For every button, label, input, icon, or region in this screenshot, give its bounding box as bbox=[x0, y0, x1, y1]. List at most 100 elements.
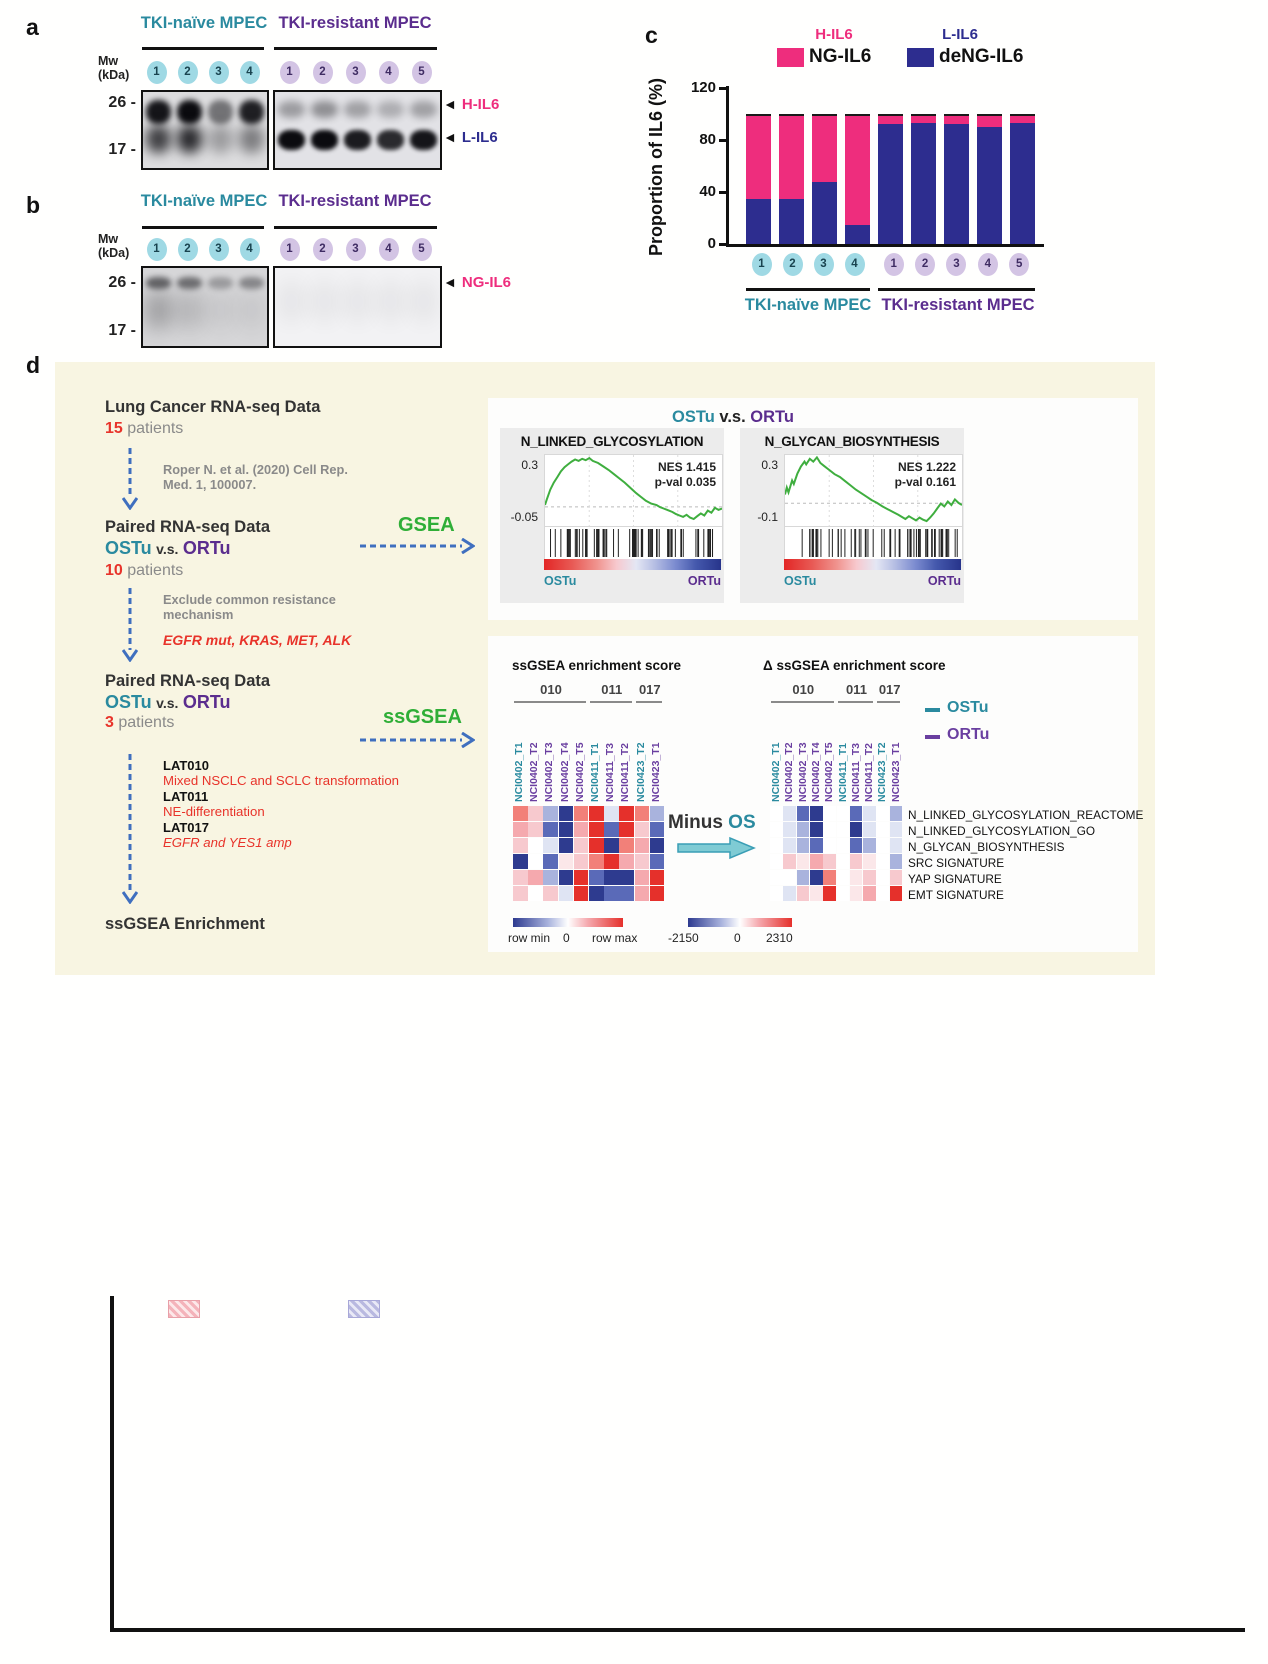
arrowhead-icon: ◄ bbox=[443, 96, 457, 112]
gsea-barcode bbox=[784, 526, 963, 560]
gsea-y-top-label: 0.3 bbox=[521, 458, 538, 472]
heatmap-column-label: NCI0402_T3 bbox=[543, 742, 556, 802]
band-annotation-l-il6: ◄ L-IL6 bbox=[443, 129, 498, 146]
legend-swatch-deng-il6 bbox=[907, 48, 934, 67]
scale-zero: 0 bbox=[734, 931, 741, 945]
heatmap-cell bbox=[770, 822, 783, 838]
lane-circle: 3 bbox=[946, 252, 967, 276]
c-y-tick-label: 80 bbox=[699, 131, 716, 148]
blot-band bbox=[311, 279, 338, 323]
bar-ng-il6 bbox=[878, 114, 903, 125]
heatmap-group-underline bbox=[514, 701, 586, 703]
heatmap-cell bbox=[823, 886, 836, 902]
scale-min-value: -2150 bbox=[668, 931, 699, 945]
heatmap-column-label: NCI0423_T1 bbox=[649, 742, 662, 802]
heatmap-left-scale bbox=[513, 918, 623, 927]
lat-id: LAT011 bbox=[163, 789, 209, 804]
heatmap-column-label: NCI0411_T1 bbox=[836, 743, 849, 802]
lane-circle: 3 bbox=[208, 237, 229, 261]
band-annotation-ng-il6: ◄ NG-IL6 bbox=[443, 274, 512, 291]
blot-band bbox=[239, 289, 264, 331]
scale-zero: 0 bbox=[563, 931, 570, 945]
heatmap-cell bbox=[634, 886, 650, 902]
lane-circle: 2 bbox=[782, 252, 803, 276]
gsea-y-top-label: 0.3 bbox=[761, 458, 778, 472]
c-bars-container bbox=[746, 114, 1046, 244]
heatmap-cell bbox=[528, 886, 543, 902]
gsea-x-left-label: OSTu bbox=[544, 574, 577, 588]
heatmap-cell bbox=[796, 854, 810, 870]
heatmap-row-label: SRC SIGNATURE bbox=[908, 856, 1005, 870]
bar-ng-il6 bbox=[944, 114, 969, 125]
heatmap-group-label: 017 bbox=[638, 682, 661, 697]
heatmap-row-label: EMT SIGNATURE bbox=[908, 888, 1004, 902]
heatmap-cell bbox=[543, 822, 558, 838]
divider bbox=[142, 47, 264, 50]
flow-arrow-down-icon bbox=[122, 754, 138, 904]
heatmap-cell bbox=[543, 806, 558, 822]
mw-kda-label: Mw (kDa) bbox=[98, 54, 130, 82]
heatmap-cell bbox=[876, 838, 890, 854]
blot-band bbox=[146, 125, 171, 153]
lane-circle: 3 bbox=[345, 237, 366, 261]
heatmap-column-label: NCI0411_T2 bbox=[863, 743, 876, 802]
blot-band bbox=[177, 277, 202, 290]
lat-desc: NE-differentiation bbox=[163, 804, 265, 819]
scale-row-max: row max bbox=[592, 931, 638, 945]
heatmap-cell bbox=[863, 822, 876, 838]
lane-circle: 3 bbox=[813, 252, 834, 276]
heatmap-cell bbox=[558, 870, 574, 886]
c-y-axis-line bbox=[726, 86, 729, 246]
c-group1-label: TKI-naïve MPEC bbox=[744, 296, 872, 314]
heatmap-cell bbox=[876, 822, 890, 838]
c-y-tick bbox=[719, 191, 727, 194]
lat-desc: Mixed NSCLC and SCLC transformation bbox=[163, 773, 400, 788]
heatmap-cell bbox=[649, 806, 665, 822]
bar-deng-il6 bbox=[1010, 123, 1035, 244]
gsea-y-bottom-label: -0.05 bbox=[510, 510, 538, 524]
minus-os-arrow-icon bbox=[677, 836, 756, 860]
heatmap-cell bbox=[796, 838, 810, 854]
gsea-header: OSTu v.s. ORTu bbox=[672, 408, 794, 426]
heatmap-column-label: NCI0411_T3 bbox=[604, 743, 617, 802]
heatmap-cell bbox=[836, 854, 850, 870]
heatmap-group-underline bbox=[635, 701, 662, 703]
c-x-axis-line bbox=[726, 244, 1044, 247]
bar-ng-il6 bbox=[812, 114, 837, 182]
heatmap-cell bbox=[634, 806, 650, 822]
scale-max-value: 2310 bbox=[766, 931, 793, 945]
band-annotation-h-il6: ◄ H-IL6 bbox=[443, 96, 500, 113]
heatmap-row-label: N_GLYCAN_BIOSYNTHESIS bbox=[908, 840, 1065, 854]
heatmap-cell bbox=[796, 806, 810, 822]
gsea-plot-card: N_GLYCAN_BIOSYNTHESIS 0.3 -0.1 NES 1.222 p-v… bbox=[740, 428, 964, 603]
mw-kda-label: Mw (kDa) bbox=[98, 232, 130, 260]
gsea-barcode bbox=[544, 526, 723, 560]
heatmap-cell bbox=[558, 822, 574, 838]
heatmap-cell bbox=[619, 854, 634, 870]
heatmap-cell bbox=[589, 806, 604, 822]
heatmap-cell bbox=[573, 886, 589, 902]
blot-band bbox=[177, 289, 202, 331]
bar-deng-il6 bbox=[812, 181, 837, 244]
ssgsea-label: ssGSEA bbox=[383, 706, 462, 728]
heatmap-cell bbox=[589, 886, 604, 902]
legend-l-il6-label: L-IL6 bbox=[942, 26, 978, 43]
heatmap-cell bbox=[836, 806, 850, 822]
bar-deng-il6 bbox=[878, 124, 903, 244]
heatmap-cell bbox=[649, 838, 665, 854]
heatmap-group-label: 011 bbox=[845, 682, 867, 697]
legend-dash-icon bbox=[925, 708, 940, 712]
flow-step1-n: 15 patients bbox=[105, 420, 184, 437]
heatmap-cell bbox=[573, 854, 589, 870]
heatmap-group-underline bbox=[590, 701, 632, 703]
western-blot-naive bbox=[141, 90, 269, 170]
gsea-plot-area bbox=[784, 454, 963, 528]
heatmap-cell bbox=[836, 822, 850, 838]
gsea-plot-title: N_GLYCAN_BIOSYNTHESIS bbox=[764, 434, 940, 449]
heatmap-cell bbox=[604, 806, 619, 822]
heatmap-cell bbox=[863, 838, 876, 854]
heatmap-cell bbox=[619, 806, 634, 822]
heatmap-cell bbox=[863, 806, 876, 822]
bar-deng-il6 bbox=[911, 123, 936, 244]
heatmap-cell bbox=[573, 806, 589, 822]
